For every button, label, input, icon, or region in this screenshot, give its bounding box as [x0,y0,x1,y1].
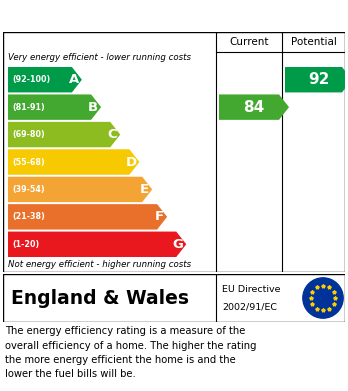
Polygon shape [8,67,82,92]
Text: D: D [126,156,137,169]
Text: A: A [69,73,79,86]
Text: 84: 84 [243,100,264,115]
Text: England & Wales: England & Wales [11,289,189,307]
Text: C: C [108,128,117,141]
Text: 2002/91/EC: 2002/91/EC [222,302,277,311]
Text: (69-80): (69-80) [12,130,45,139]
Text: (55-68): (55-68) [12,158,45,167]
Text: 92: 92 [308,72,329,87]
Text: EU Directive: EU Directive [222,285,280,294]
Text: F: F [155,210,164,223]
Polygon shape [8,231,186,257]
Text: (39-54): (39-54) [12,185,45,194]
Text: (92-100): (92-100) [12,75,50,84]
Text: Not energy efficient - higher running costs: Not energy efficient - higher running co… [8,260,191,269]
Text: The energy efficiency rating is a measure of the
overall efficiency of a home. T: The energy efficiency rating is a measur… [5,326,256,379]
Polygon shape [219,95,289,120]
Text: G: G [173,238,184,251]
Text: (1-20): (1-20) [12,240,39,249]
Polygon shape [8,204,167,230]
Text: (21-38): (21-38) [12,212,45,221]
Text: Energy Efficiency Rating: Energy Efficiency Rating [9,9,230,23]
Polygon shape [8,95,101,120]
Polygon shape [8,177,152,202]
Text: E: E [140,183,149,196]
Polygon shape [8,149,140,175]
Text: Current: Current [229,37,269,47]
Text: (81-91): (81-91) [12,103,45,112]
Polygon shape [8,122,120,147]
Polygon shape [285,67,348,92]
Text: Very energy efficient - lower running costs: Very energy efficient - lower running co… [8,53,191,62]
Text: Potential: Potential [291,37,337,47]
Text: B: B [88,100,98,114]
Circle shape [303,278,343,318]
